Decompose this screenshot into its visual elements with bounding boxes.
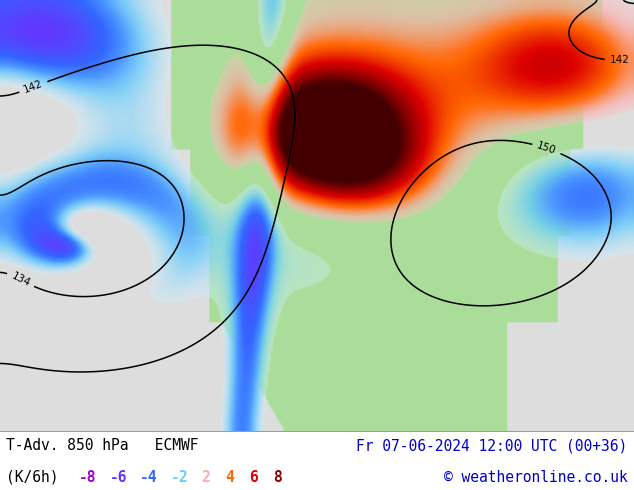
Text: 142: 142 (610, 55, 630, 65)
Text: Fr 07-06-2024 12:00 UTC (00+36): Fr 07-06-2024 12:00 UTC (00+36) (356, 439, 628, 453)
Text: 6: 6 (249, 469, 258, 485)
Text: 142: 142 (22, 79, 44, 95)
Text: -4: -4 (140, 469, 158, 485)
Text: 150: 150 (536, 141, 557, 156)
Text: T-Adv. 850 hPa   ECMWF: T-Adv. 850 hPa ECMWF (6, 439, 199, 453)
Text: -8: -8 (79, 469, 97, 485)
Text: © weatheronline.co.uk: © weatheronline.co.uk (444, 469, 628, 485)
Text: 4: 4 (225, 469, 234, 485)
Text: 134: 134 (10, 271, 32, 289)
Text: -2: -2 (171, 469, 188, 485)
Text: (K/6h): (K/6h) (6, 469, 59, 485)
Text: -6: -6 (110, 469, 127, 485)
Text: 8: 8 (273, 469, 282, 485)
Text: 2: 2 (201, 469, 210, 485)
